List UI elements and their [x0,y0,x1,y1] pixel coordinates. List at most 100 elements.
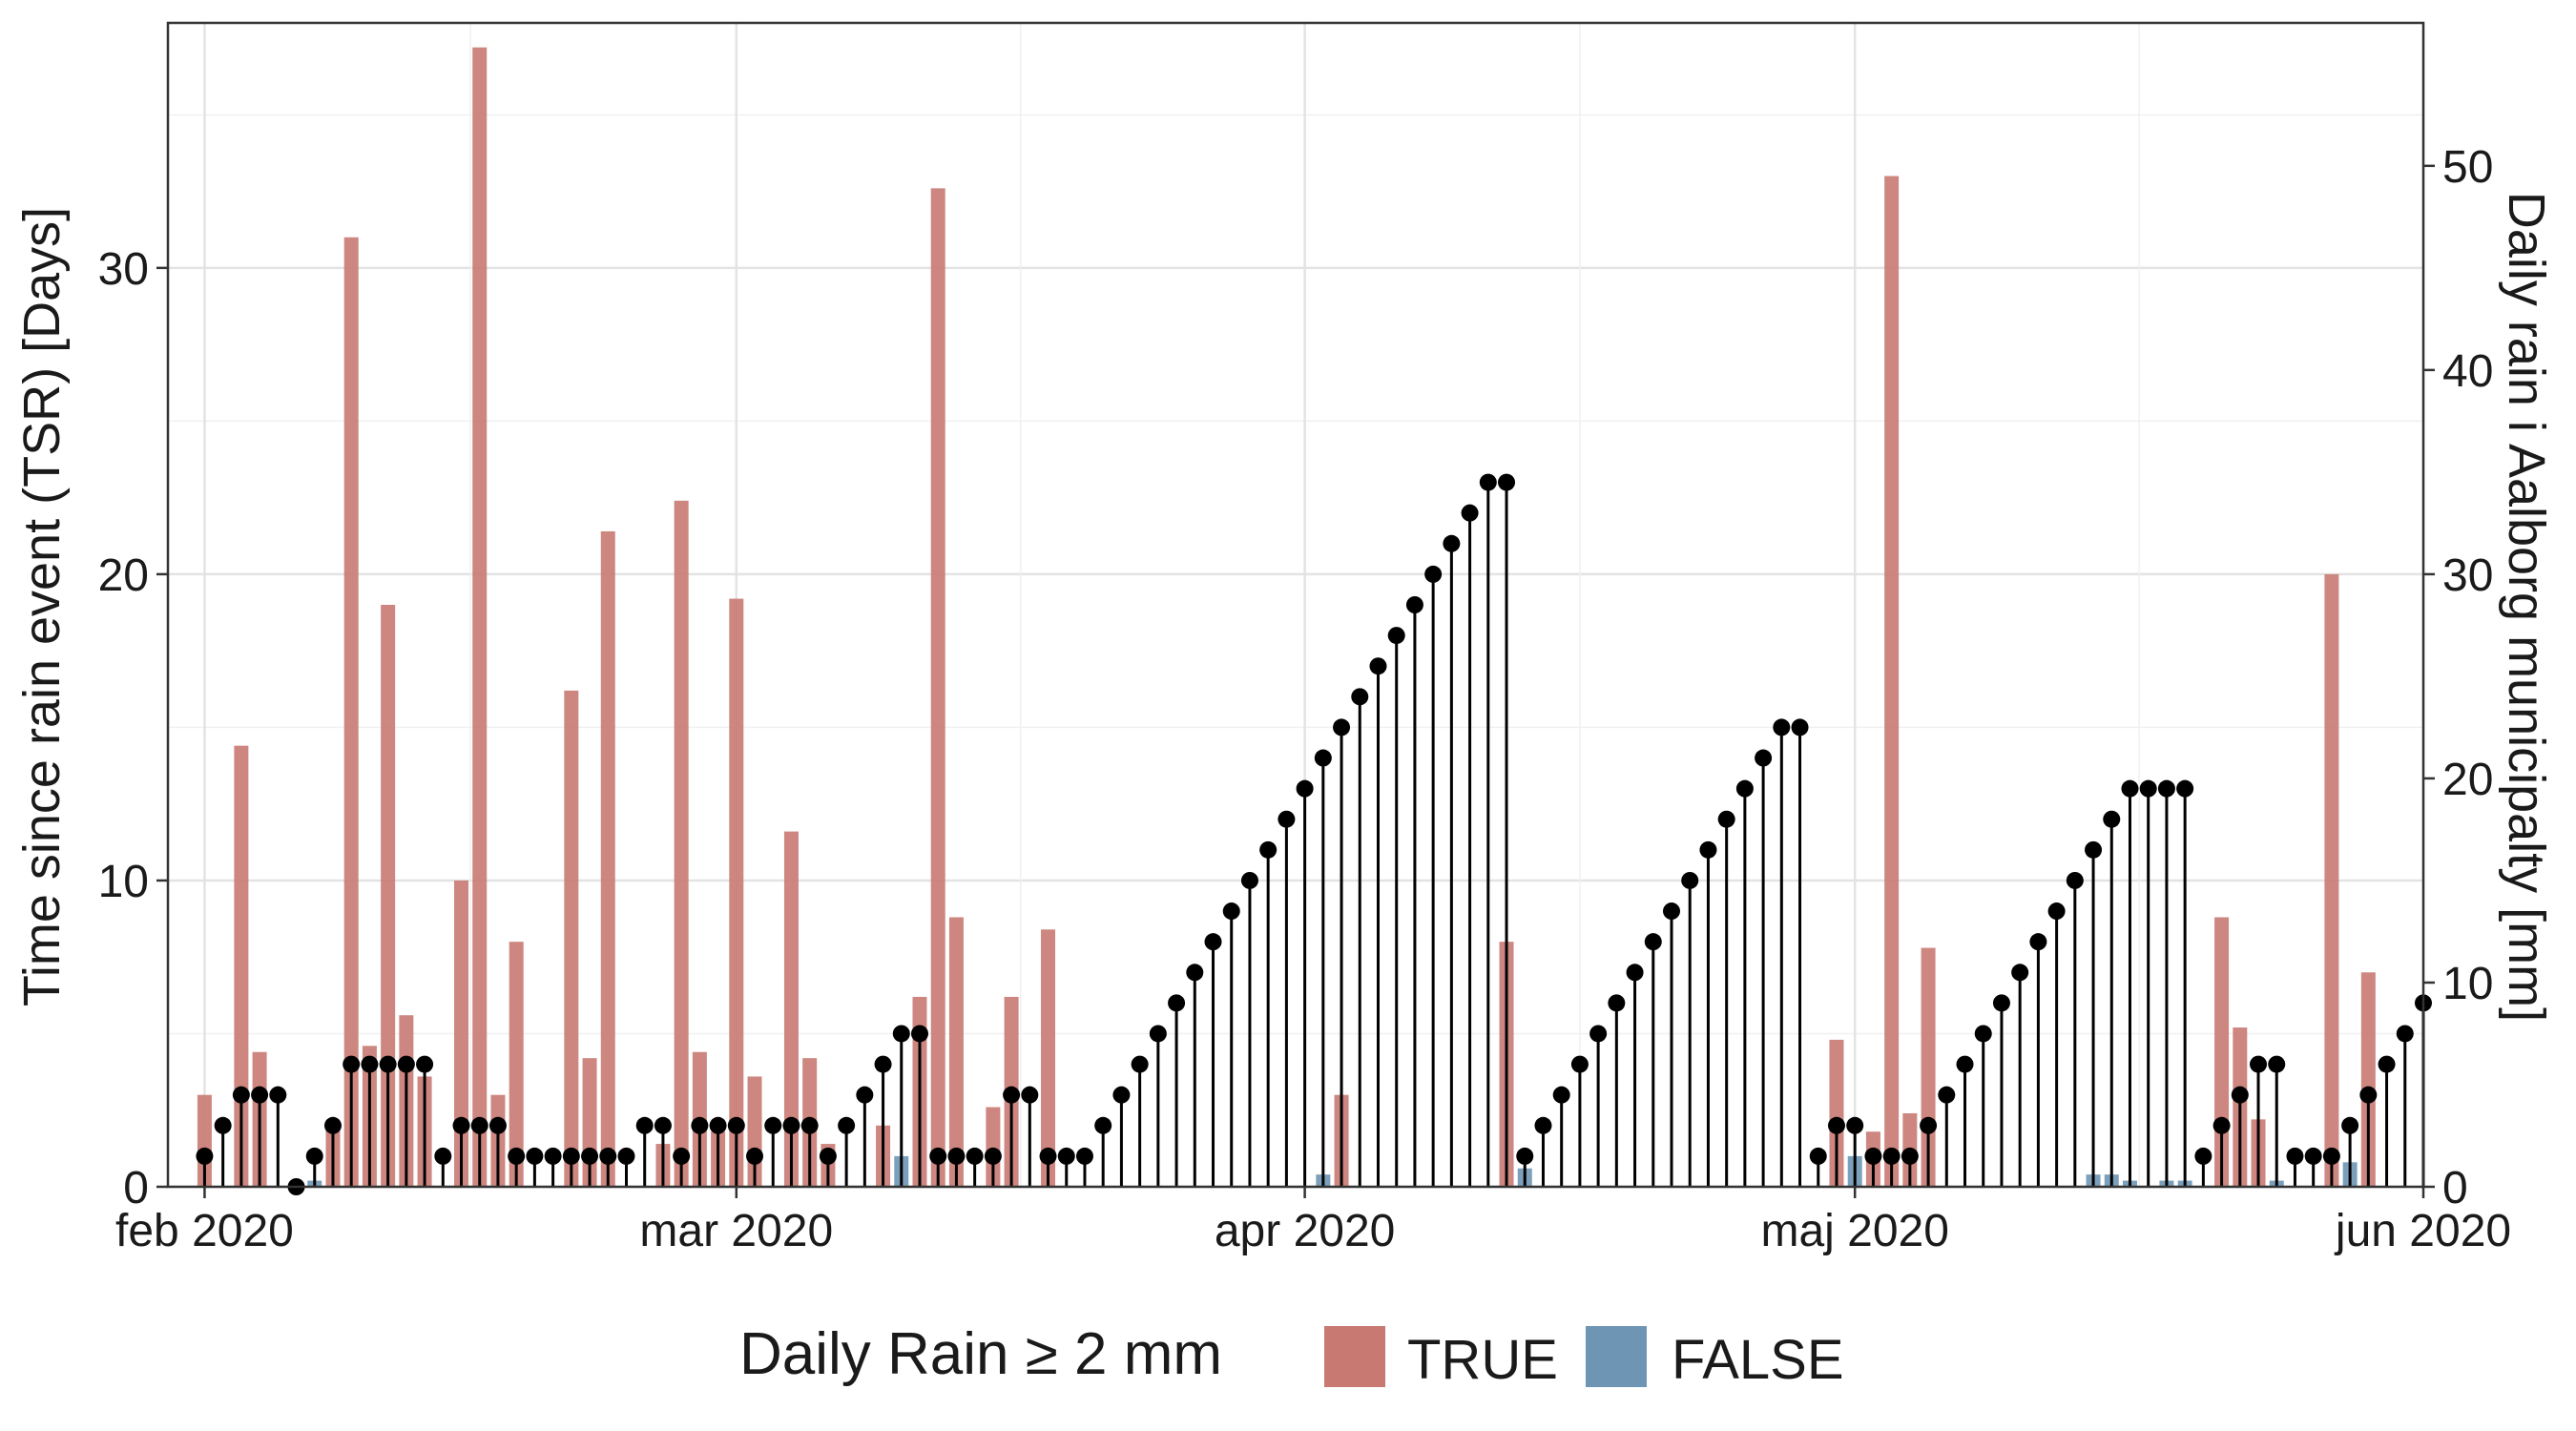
tsr-point [2250,1055,2268,1073]
tsr-point [323,1116,342,1134]
tsr-point [1351,688,1369,706]
tsr-point [488,1116,507,1134]
y-right-tick-label: 40 [2442,346,2493,397]
tsr-point [562,1147,580,1165]
x-tick-label: feb 2020 [115,1206,294,1256]
y-left-tick-label: 0 [123,1163,149,1213]
tsr-point [2322,1147,2340,1165]
rain-bar-true [783,831,799,1187]
tsr-point [1149,1025,1167,1043]
tsr-point [782,1116,800,1134]
tsr-point [1882,1147,1901,1165]
tsr-point [1773,718,1791,736]
tsr-point [1589,1025,1608,1043]
x-tick-label: jun 2020 [2334,1206,2511,1256]
tsr-point [709,1116,727,1134]
tsr-point [635,1116,654,1134]
legend-swatch-false [1586,1326,1647,1387]
tsr-point [2139,779,2157,798]
legend-label-true: TRUE [1407,1329,1558,1391]
rain-bar-true [2360,972,2376,1187]
tsr-point [874,1055,892,1073]
tsr-point [1755,749,1773,767]
rain-bar-true [472,47,488,1188]
y-right-tick-label: 20 [2442,755,2493,805]
tsr-point [1791,718,1809,736]
tsr-point [2066,871,2084,889]
rain-bar-true [1041,929,1056,1187]
tsr-point [2047,902,2066,921]
tsr-point [617,1147,635,1165]
y-right-tick-label: 30 [2442,550,2493,601]
tsr-point [1479,473,1497,491]
tsr-point [1168,994,1186,1012]
tsr-point [581,1147,599,1165]
tsr-point [856,1086,874,1104]
tsr-point [1974,1025,1992,1043]
tsr-point [1534,1116,1552,1134]
tsr-point [379,1055,397,1073]
tsr-point [2286,1147,2304,1165]
tsr-point [727,1116,745,1134]
y-right-tick-label: 0 [2442,1163,2468,1213]
tsr-point [1846,1116,1864,1134]
tsr-point [1039,1147,1057,1165]
tsr-point [1003,1086,1021,1104]
rain-bar-true [674,500,689,1187]
tsr-point [2103,810,2121,828]
tsr-point [966,1147,984,1165]
rain-bar-true [564,690,579,1187]
tsr-point [232,1086,250,1104]
tsr-point [2157,779,2175,798]
tsr-point [1021,1086,1039,1104]
tsr-point [2085,840,2103,859]
tsr-point [1663,902,1680,921]
tsr-point [911,1025,928,1043]
tsr-point [1992,994,2010,1012]
tsr-point [214,1116,232,1134]
legend-title: Daily Rain ≥ 2 mm [739,1321,1222,1387]
tsr-point [1699,840,1717,859]
tsr-point [1681,871,1699,889]
tsr-point [1112,1086,1131,1104]
tsr-point [1259,840,1278,859]
tsr-point [2121,779,2139,798]
tsr-point [2359,1086,2378,1104]
tsr-point [2231,1086,2249,1104]
tsr-point [361,1055,379,1073]
tsr-point [1204,933,1222,951]
x-tick-label: apr 2020 [1215,1206,1396,1256]
tsr-point [526,1147,544,1165]
tsr-point [1240,871,1258,889]
tsr-point [269,1086,287,1104]
tsr-point [544,1147,562,1165]
tsr-point [800,1116,819,1134]
tsr-point [2396,1025,2414,1043]
tsr-point [1405,596,1423,613]
tsr-point [1333,718,1351,736]
tsr-point [1956,1055,1974,1073]
tsr-points [196,473,2432,1195]
tsr-point [2304,1147,2322,1165]
tsr-point [1735,779,1754,798]
rain-bar-true [343,237,359,1188]
axes: 0 10 20 30 0 10 20 30 40 50 feb 2020 mar 2020 apr 20… [98,142,2511,1256]
legend: Daily Rain ≥ 2 mm TRUE FALSE [739,1321,1844,1391]
tsr-point [1278,810,1296,828]
tsr-point [2194,1147,2212,1165]
x-tick-label: maj 2020 [1760,1206,1948,1256]
tsr-point [2341,1116,2359,1134]
tsr-point [746,1147,764,1165]
tsr-point [892,1025,910,1043]
tsr-point [1920,1116,1938,1134]
tsr-point [1387,627,1405,645]
tsr-point [1461,504,1479,522]
rain-bar-true [454,880,469,1187]
rain-bar-true [1829,1039,1844,1187]
tsr-point [838,1116,856,1134]
tsr-point [1222,902,1240,921]
tsr-point [416,1055,434,1073]
rain-bar-true [600,530,615,1187]
tsr-point [1901,1147,1919,1165]
